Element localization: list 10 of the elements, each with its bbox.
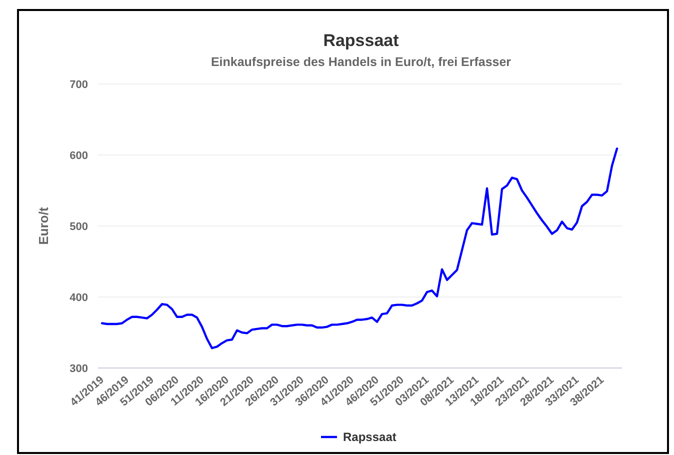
legend-label: Rapssaat — [343, 430, 396, 444]
chart-subtitle: Einkaufspreise des Handels in Euro/t, frei Erfasser — [210, 55, 512, 69]
line-series — [100, 148, 618, 350]
y-tick-label: 500 — [70, 220, 88, 233]
y-tick-label: 600 — [70, 150, 88, 162]
y-axis-title: Euro/t — [36, 206, 51, 245]
y-tick-label: 700 — [70, 78, 88, 91]
y-tick-label: 300 — [70, 362, 88, 375]
y-tick-label: 400 — [70, 292, 88, 304]
chart-title: Rapssaat — [323, 31, 400, 50]
